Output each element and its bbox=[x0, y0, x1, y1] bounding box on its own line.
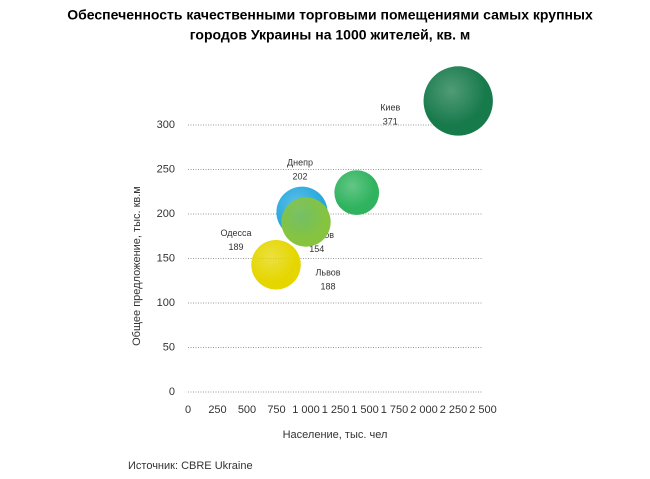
x-tick-label: 1 250 bbox=[322, 404, 350, 416]
bubble bbox=[251, 239, 301, 290]
x-tick-label: 500 bbox=[238, 404, 256, 416]
chart-title: городов Украины на 1000 жителей, кв. м bbox=[190, 27, 470, 43]
bubble-name: Днепр bbox=[287, 158, 313, 168]
x-tick-label: 2 500 bbox=[469, 404, 497, 416]
x-tick-label: 2 250 bbox=[440, 404, 468, 416]
bubble-value: 371 bbox=[383, 116, 398, 126]
y-tick-label: 200 bbox=[157, 208, 175, 220]
bubble bbox=[334, 170, 380, 215]
bubble-value: 189 bbox=[229, 242, 244, 252]
x-tick-label: 1 500 bbox=[351, 404, 379, 416]
y-tick-label: 250 bbox=[157, 163, 175, 175]
x-tick-label: 750 bbox=[267, 404, 285, 416]
y-tick-label: 0 bbox=[169, 386, 175, 398]
bubble-value: 202 bbox=[292, 172, 307, 182]
y-tick-label: 150 bbox=[157, 252, 175, 264]
x-tick-label: 1 000 bbox=[292, 404, 320, 416]
bubble-name: Львов bbox=[315, 267, 340, 277]
y-tick-label: 100 bbox=[157, 297, 175, 309]
x-tick-label: 0 bbox=[185, 404, 191, 416]
y-axis-label: Общее предложение, тыс. кв.м bbox=[131, 186, 143, 346]
x-axis-label: Население, тыс. чел bbox=[283, 429, 388, 441]
y-tick-label: 50 bbox=[163, 341, 175, 353]
bubble-value: 188 bbox=[320, 281, 335, 291]
x-tick-label: 250 bbox=[208, 404, 226, 416]
x-tick-label: 1 750 bbox=[381, 404, 409, 416]
bubble bbox=[281, 197, 331, 247]
bubble-value: 154 bbox=[309, 244, 324, 254]
y-tick-label: 300 bbox=[157, 119, 175, 131]
bubble-name: Киев bbox=[380, 102, 400, 112]
chart-title: Обеспеченность качественными торговыми п… bbox=[67, 7, 593, 23]
source: Источник: CBRE Ukraine bbox=[128, 460, 253, 472]
bubble bbox=[423, 66, 493, 136]
bubble-name: Одесса bbox=[220, 228, 251, 238]
x-tick-label: 2 000 bbox=[410, 404, 438, 416]
